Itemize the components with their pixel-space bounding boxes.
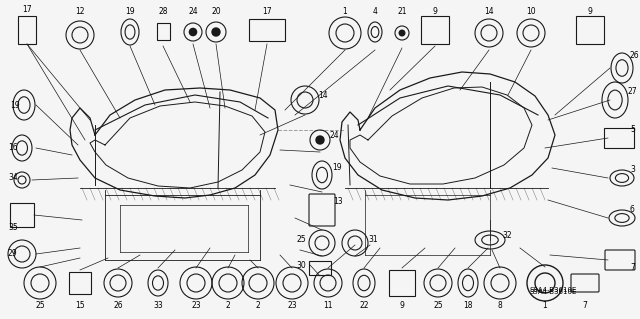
Text: 25: 25 [433, 301, 443, 310]
Text: 19: 19 [332, 164, 342, 173]
Text: 34: 34 [8, 174, 18, 182]
Circle shape [212, 28, 220, 36]
Text: 2: 2 [255, 301, 260, 310]
Text: 22: 22 [359, 301, 369, 310]
Text: 24: 24 [188, 8, 198, 17]
Text: 13: 13 [333, 197, 342, 206]
Text: 19: 19 [125, 8, 135, 17]
Text: 26: 26 [630, 50, 639, 60]
Text: 14: 14 [318, 92, 328, 100]
Text: 19: 19 [10, 100, 20, 109]
Text: 27: 27 [628, 87, 637, 97]
Text: 17: 17 [262, 8, 272, 17]
Text: 8: 8 [498, 301, 502, 310]
Text: 21: 21 [397, 8, 407, 17]
Text: 20: 20 [211, 8, 221, 17]
Text: 29: 29 [8, 249, 18, 258]
Text: 3: 3 [630, 166, 635, 174]
Text: 16: 16 [8, 144, 18, 152]
Text: 31: 31 [368, 235, 378, 244]
Text: 4: 4 [372, 8, 378, 17]
Text: 7: 7 [630, 263, 635, 272]
Text: 30: 30 [296, 261, 306, 270]
Circle shape [316, 136, 324, 144]
Bar [309, 261, 331, 275]
Text: 18: 18 [463, 301, 473, 310]
Text: 10: 10 [526, 8, 536, 17]
Circle shape [399, 30, 405, 36]
Text: 28: 28 [158, 8, 168, 17]
Text: 15: 15 [75, 301, 85, 310]
Bar [389, 270, 415, 296]
Text: 33: 33 [153, 301, 163, 310]
Text: 23: 23 [191, 301, 201, 310]
Text: 6: 6 [630, 205, 635, 214]
Text: 5: 5 [630, 125, 635, 135]
Text: 9: 9 [433, 8, 437, 17]
Text: 2: 2 [226, 301, 230, 310]
Text: 14: 14 [484, 8, 494, 17]
Text: 7: 7 [582, 301, 588, 310]
Bar [249, 19, 285, 41]
Text: 26: 26 [113, 301, 123, 310]
Text: 25: 25 [296, 235, 306, 244]
Text: S9A4-B3610E: S9A4-B3610E [530, 289, 577, 295]
Bar [604, 128, 634, 148]
Text: 12: 12 [76, 8, 84, 17]
Text: 17: 17 [22, 5, 32, 14]
Text: 23: 23 [287, 301, 297, 310]
Bar [576, 16, 604, 44]
Text: 11: 11 [323, 301, 333, 310]
Circle shape [189, 28, 196, 36]
Text: 9: 9 [399, 301, 404, 310]
Bar [69, 272, 91, 294]
Text: 35: 35 [8, 224, 18, 233]
Text: S9A4-B3610E: S9A4-B3610E [530, 287, 577, 293]
Text: 25: 25 [35, 301, 45, 310]
Bar [18, 16, 36, 44]
Text: 32: 32 [502, 231, 511, 240]
Text: 9: 9 [588, 8, 593, 17]
Text: 1: 1 [342, 8, 348, 17]
Text: 24: 24 [330, 131, 340, 140]
Bar [421, 16, 449, 44]
Text: 1: 1 [543, 301, 547, 310]
Bar [157, 23, 170, 40]
Bar [10, 203, 34, 227]
